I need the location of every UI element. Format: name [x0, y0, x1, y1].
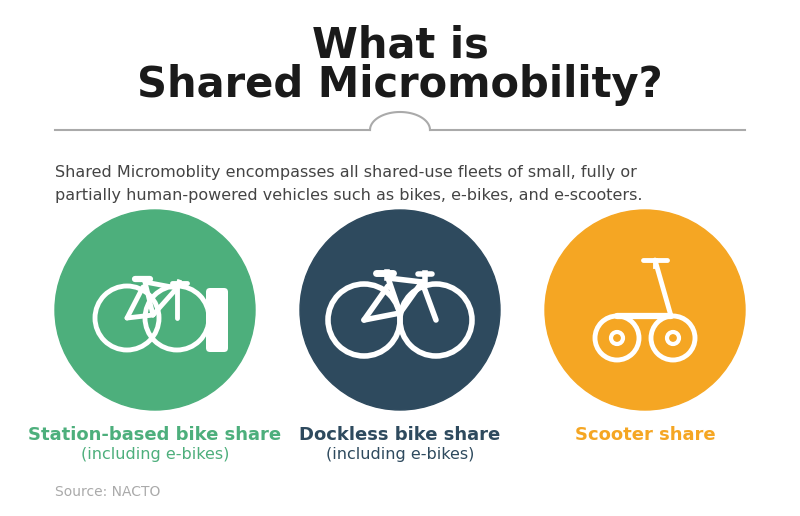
Text: Source: NACTO: Source: NACTO	[55, 485, 160, 499]
Text: Dockless bike share: Dockless bike share	[299, 426, 501, 444]
Text: Shared Micromobility?: Shared Micromobility?	[137, 64, 663, 106]
Circle shape	[300, 210, 500, 410]
Text: Station-based bike share: Station-based bike share	[29, 426, 282, 444]
FancyBboxPatch shape	[206, 288, 228, 352]
Text: Shared Micromoblity encompasses all shared-use fleets of small, fully or
partial: Shared Micromoblity encompasses all shar…	[55, 165, 642, 203]
Text: Scooter share: Scooter share	[574, 426, 715, 444]
Circle shape	[55, 210, 255, 410]
Text: (including e-bikes): (including e-bikes)	[326, 447, 474, 462]
Text: (including e-bikes): (including e-bikes)	[81, 447, 229, 462]
Text: What is: What is	[311, 24, 489, 66]
Circle shape	[545, 210, 745, 410]
